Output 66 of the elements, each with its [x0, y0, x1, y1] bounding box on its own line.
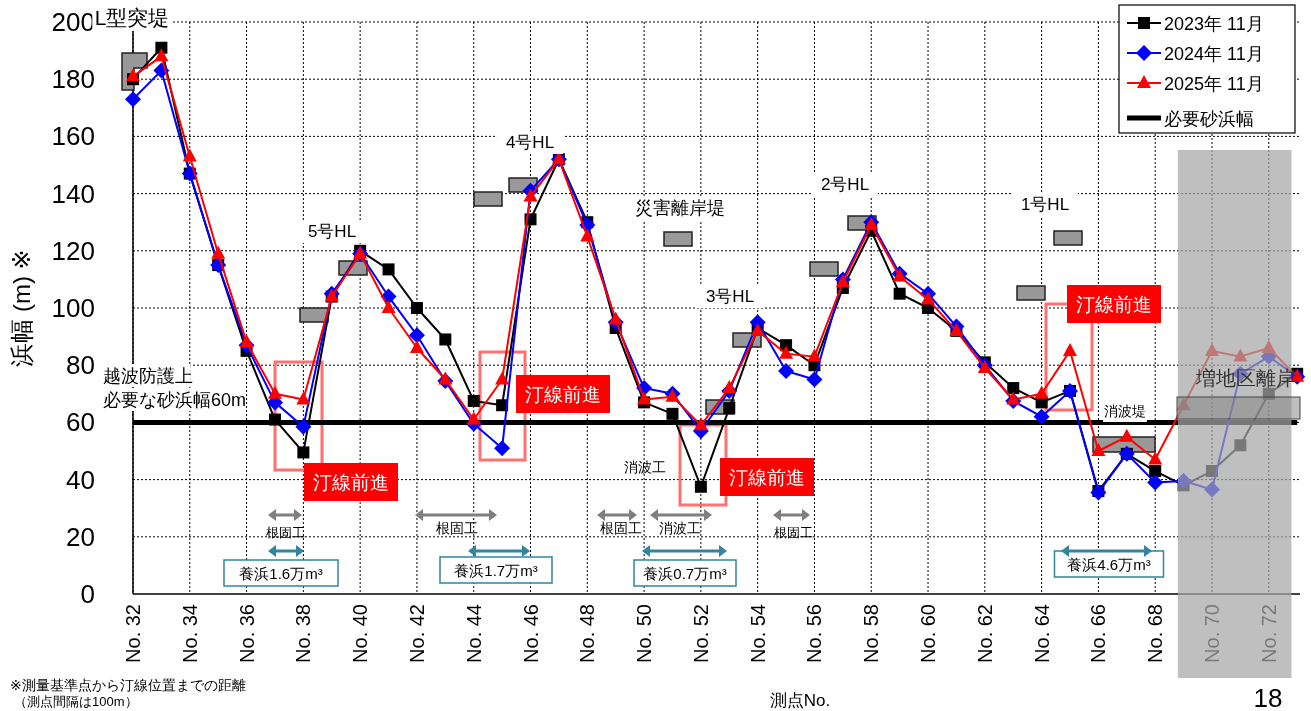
annotation: 養浜1.6万m³ — [239, 565, 323, 582]
legend-label: 2023年 11月 — [1164, 14, 1264, 34]
x-tick-label: No. 62 — [973, 604, 996, 663]
annotation: 3号HL — [705, 287, 755, 306]
annotation: 災害離岸堤 — [635, 198, 725, 218]
annotation: 消波堤 — [1104, 403, 1146, 419]
y-tick-label: 60 — [66, 407, 95, 438]
annotation: 越波防護上 — [103, 366, 193, 386]
text: 18 — [1253, 683, 1283, 711]
annotation: 必要な砂浜幅60m — [103, 390, 247, 410]
legend-label: 必要砂浜幅 — [1164, 109, 1254, 129]
x-tick-label: No. 58 — [860, 604, 883, 663]
text: ※測量基準点から汀線位置までの距離 — [10, 677, 246, 693]
y-tick-label: 100 — [51, 293, 95, 323]
x-tick-label: No. 68 — [1144, 604, 1167, 663]
x-tick-label: No. 32 — [122, 604, 144, 663]
x-tick-label: No. 36 — [235, 604, 258, 663]
y-tick-label: 80 — [66, 350, 95, 381]
x-tick-label: No. 66 — [1087, 604, 1110, 663]
x-tick-label: No. 54 — [746, 604, 769, 663]
x-tick-label: No. 64 — [1030, 604, 1053, 663]
annotation: 増地区離岸 — [1195, 367, 1296, 389]
y-tick-label: 160 — [51, 121, 95, 152]
annotation: 汀線前進 — [313, 472, 389, 493]
y-tick-label: 40 — [66, 464, 95, 495]
x-tick-label: No. 56 — [803, 604, 826, 663]
x-tick-label: No. 48 — [576, 604, 599, 663]
x-axis-title: 測点No. — [769, 691, 831, 710]
x-tick-label: No. 72 — [1257, 604, 1280, 663]
y-tick-label: 120 — [51, 235, 95, 266]
x-tick-label: No. 52 — [689, 604, 712, 663]
annotation: 汀線前進 — [1076, 294, 1152, 315]
annotation: 根固工 — [265, 525, 305, 540]
y-tick-label: 180 — [51, 64, 95, 95]
x-tick-label: No. 46 — [519, 604, 542, 663]
y-tick-label: 20 — [66, 521, 95, 552]
annotation: 1号HL — [1020, 195, 1070, 214]
annotation: 汀線前進 — [525, 384, 601, 405]
annotation: 消波工 — [659, 520, 701, 536]
annotation: 根固工 — [436, 520, 478, 536]
text: （測点間隔は100m） — [14, 694, 138, 709]
x-tick-label: No. 34 — [178, 604, 201, 663]
legend-label: 2024年 11月 — [1164, 44, 1264, 64]
legend-label: 2025年 11月 — [1164, 74, 1264, 94]
annotation: 2号HL — [820, 175, 870, 194]
x-tick-label: No. 40 — [349, 604, 372, 663]
annotation: 養浜0.7万m³ — [643, 565, 727, 582]
annotation: 根固工 — [600, 520, 642, 536]
x-tick-label: No. 50 — [633, 604, 656, 663]
x-tick-label: No. 38 — [292, 604, 315, 663]
annotation: 養浜4.6万m³ — [1067, 556, 1151, 573]
y-tick-label: 0 — [80, 579, 95, 609]
x-tick-label: No. 70 — [1200, 604, 1223, 663]
annotation: 5号HL — [307, 222, 357, 241]
annotation: 汀線前進 — [729, 467, 805, 488]
annotation: 養浜1.7万m³ — [454, 562, 538, 579]
annotation: 4号HL — [505, 133, 555, 152]
annotation: L型突堤 — [94, 6, 170, 29]
y-tick-label: 140 — [51, 178, 95, 209]
x-tick-label: No. 42 — [405, 604, 428, 663]
annotation: 根固工 — [773, 525, 813, 540]
x-tick-label: No. 44 — [462, 604, 485, 663]
y-axis-title: 浜幅 (m) ※ — [8, 249, 35, 367]
x-tick-label: No. 60 — [917, 604, 940, 663]
annotation: 消波工 — [624, 459, 666, 475]
y-tick-label: 200 — [51, 7, 95, 37]
